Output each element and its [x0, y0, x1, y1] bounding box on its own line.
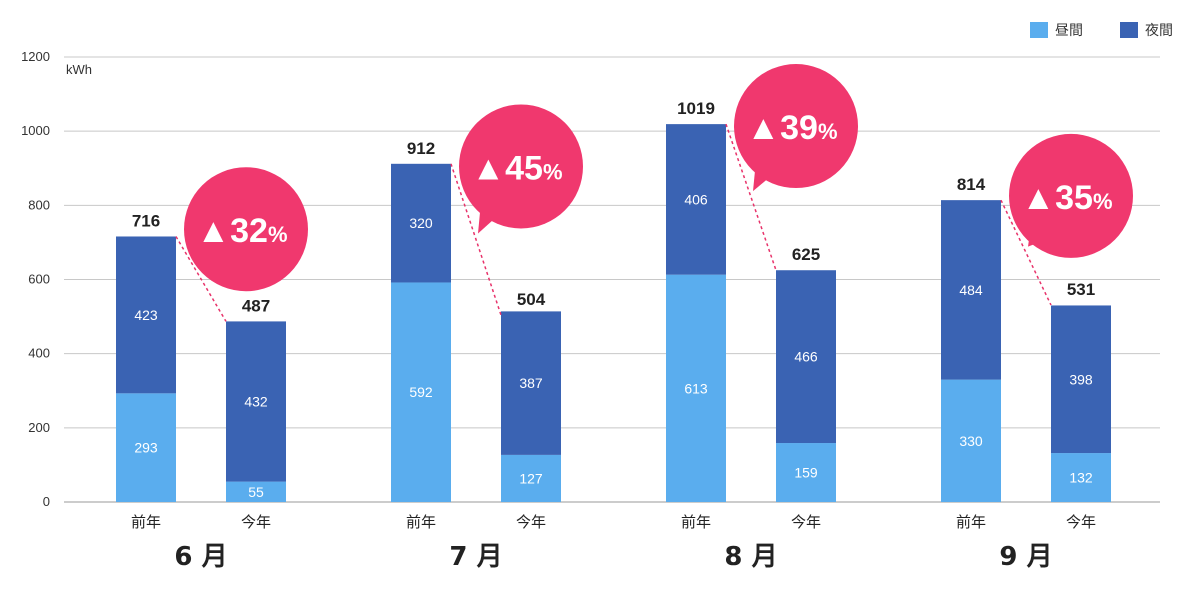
day-value-label: 613	[684, 380, 708, 396]
legend-label-night: 夜間	[1145, 23, 1173, 39]
y-tick-label: 400	[28, 346, 50, 361]
bars	[116, 124, 1111, 502]
bar-category-label: 今年	[1066, 513, 1096, 531]
change-value: ▲45	[471, 149, 542, 187]
bar-segment-day	[1051, 453, 1111, 502]
total-value-label: 814	[957, 175, 986, 194]
bar-segment-night	[226, 321, 286, 482]
y-tick-label: 600	[28, 272, 50, 287]
bar-segment-day	[776, 443, 836, 502]
day-value-label: 159	[794, 465, 818, 481]
total-value-label: 912	[407, 139, 435, 158]
change-badge-text: ▲32%	[196, 212, 287, 250]
night-value-label: 398	[1069, 371, 1093, 387]
bar-segment-day	[391, 282, 451, 502]
y-tick-label: 800	[28, 197, 50, 212]
bar-segment-night	[666, 124, 726, 275]
bar-segment-day	[941, 379, 1001, 502]
change-badge	[1009, 133, 1133, 258]
change-badge-text: ▲45%	[471, 149, 562, 187]
legend-swatch-night	[1120, 22, 1138, 38]
bar-segment-night	[1051, 305, 1111, 454]
change-value: ▲32	[196, 212, 267, 250]
total-value-label: 504	[517, 290, 546, 309]
y-tick-label: 1200	[21, 49, 50, 64]
bar-category-label: 前年	[131, 513, 161, 531]
bar-segment-night	[941, 200, 1001, 380]
labels: 293 423 716 前年 55 432 487 今年 6 月 592 320 912 前年 127 38…	[131, 99, 1096, 572]
night-value-label: 466	[794, 349, 818, 365]
legend-swatch-day	[1030, 22, 1048, 38]
change-connector	[725, 123, 777, 271]
y-tick-label: 200	[28, 420, 50, 435]
change-unit: %	[1093, 189, 1113, 214]
change-value: ▲35	[1021, 179, 1092, 217]
bar-category-label: 前年	[406, 513, 436, 531]
change-connector	[175, 236, 227, 322]
change-unit: %	[818, 119, 838, 144]
day-value-label: 592	[409, 384, 433, 400]
change-unit: %	[268, 222, 288, 247]
total-value-label: 1019	[677, 99, 715, 118]
month-label: 9 月	[999, 542, 1052, 572]
bar-segment-day	[666, 274, 726, 502]
change-badge	[734, 64, 858, 189]
bar-category-label: 今年	[241, 513, 271, 531]
bar-segment-day	[116, 393, 176, 502]
bar-category-label: 今年	[516, 513, 546, 531]
total-value-label: 531	[1067, 280, 1095, 299]
change-badge-text: ▲39%	[746, 109, 837, 147]
change-unit: %	[543, 159, 563, 184]
bar-segment-night	[776, 270, 836, 444]
day-value-label: 293	[134, 440, 158, 456]
month-label: 8 月	[724, 542, 777, 572]
bar-segment-day	[226, 481, 286, 502]
bar-category-label: 今年	[791, 513, 821, 531]
change-badge	[459, 104, 583, 229]
change-badge-text: ▲35%	[1021, 179, 1112, 217]
legend-label-day: 昼間	[1055, 23, 1083, 39]
bar-segment-night	[391, 163, 451, 283]
change-badges: ▲32%▲45%▲39%▲35%	[175, 64, 1133, 322]
total-value-label: 487	[242, 296, 270, 315]
y-tick-label: 1000	[21, 123, 50, 138]
day-value-label: 330	[959, 433, 983, 449]
day-value-label: 127	[519, 470, 543, 486]
month-label: 6 月	[174, 542, 227, 572]
bar-segment-day	[501, 454, 561, 502]
change-badge	[184, 167, 308, 292]
night-value-label: 406	[684, 191, 708, 207]
night-value-label: 423	[134, 307, 158, 323]
bar-category-label: 前年	[681, 513, 711, 531]
bar-category-label: 前年	[956, 513, 986, 531]
change-connector	[1000, 199, 1052, 306]
y-axis-unit: kWh	[66, 62, 92, 77]
night-value-label: 432	[244, 394, 268, 410]
change-value: ▲39	[746, 109, 817, 147]
day-value-label: 55	[248, 484, 264, 500]
bar-segment-night	[501, 311, 561, 455]
total-value-label: 716	[132, 211, 160, 230]
change-connector	[450, 163, 502, 316]
month-label: 7 月	[449, 542, 502, 572]
legend: 昼間 夜間	[1030, 22, 1173, 39]
night-value-label: 320	[409, 215, 433, 231]
night-value-label: 387	[519, 375, 543, 391]
total-value-label: 625	[792, 245, 820, 264]
bar-segment-night	[116, 236, 176, 394]
y-tick-label: 0	[43, 494, 50, 509]
day-value-label: 132	[1069, 470, 1093, 486]
night-value-label: 484	[959, 282, 983, 298]
